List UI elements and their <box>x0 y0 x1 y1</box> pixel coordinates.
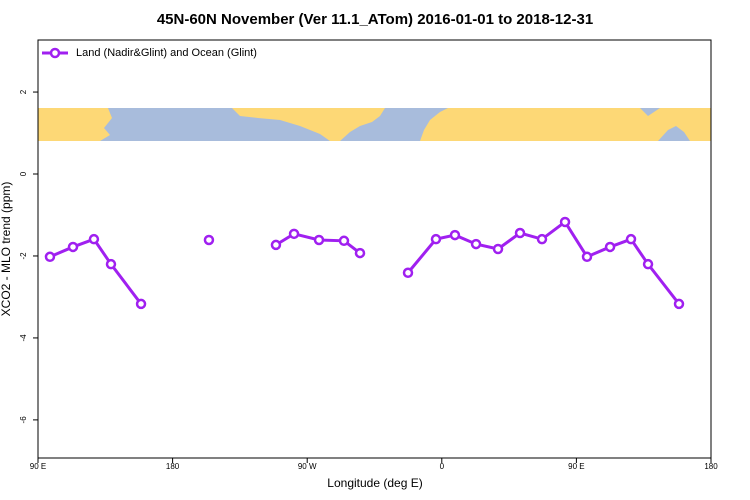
data-point <box>354 247 366 259</box>
data-point <box>470 238 482 250</box>
y-axis-label: XCO2 - MLO trend (ppm) <box>0 182 13 317</box>
data-point <box>338 235 350 247</box>
y-tick-label: 0 <box>19 171 28 176</box>
series-line <box>49 219 681 305</box>
x-tick-label: 90 E <box>568 462 584 471</box>
data-point <box>604 241 616 253</box>
data-point <box>430 233 442 245</box>
x-tick-label: 90 E <box>30 462 46 471</box>
data-point <box>642 258 654 270</box>
legend-label: Land (Nadir&Glint) and Ocean (Glint) <box>76 47 257 59</box>
map-strip <box>38 108 711 141</box>
x-tick-label: 180 <box>166 462 180 471</box>
x-tick-label: 0 <box>440 462 445 471</box>
data-point <box>44 251 56 263</box>
x-tick-label: 180 <box>704 462 718 471</box>
data-point <box>536 233 548 245</box>
data-point <box>449 229 461 241</box>
data-point <box>581 251 593 263</box>
x-tick-label: 90 W <box>298 462 317 471</box>
chart-title: 45N-60N November (Ver 11.1_ATom) 2016-01… <box>157 11 593 28</box>
y-tick-label: 2 <box>19 89 28 94</box>
plot-frame <box>37 39 712 459</box>
data-point <box>203 234 215 246</box>
y-tick-label: -2 <box>19 252 28 260</box>
data-point <box>88 233 100 245</box>
data-point <box>135 298 147 310</box>
data-point <box>514 227 526 239</box>
legend-marker <box>49 47 61 59</box>
data-point <box>492 243 504 255</box>
data-point <box>402 267 414 279</box>
data-point <box>559 216 571 228</box>
data-point <box>67 241 79 253</box>
data-point <box>288 228 300 240</box>
y-tick-label: -4 <box>19 334 28 342</box>
x-axis-label: Longitude (deg E) <box>327 476 422 490</box>
data-point <box>673 298 685 310</box>
y-tick-label: -6 <box>19 416 28 424</box>
data-point <box>313 234 325 246</box>
data-point <box>270 239 282 251</box>
data-point <box>625 233 637 245</box>
data-point <box>105 258 117 270</box>
